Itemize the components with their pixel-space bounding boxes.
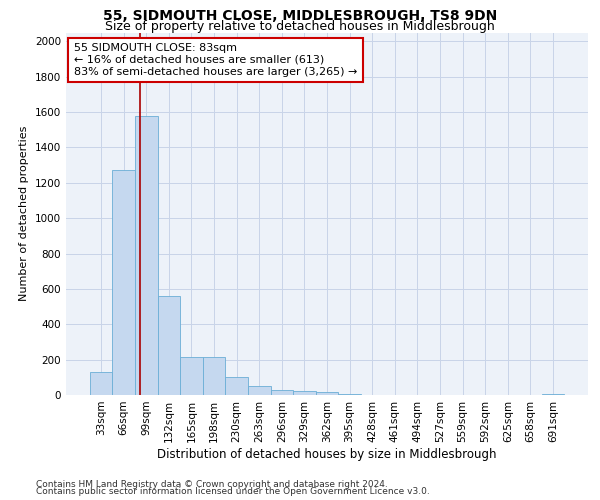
Text: 55, SIDMOUTH CLOSE, MIDDLESBROUGH, TS8 9DN: 55, SIDMOUTH CLOSE, MIDDLESBROUGH, TS8 9… bbox=[103, 9, 497, 23]
Bar bbox=[180, 357, 203, 395]
Bar bbox=[248, 386, 271, 395]
Bar bbox=[542, 394, 564, 395]
Bar bbox=[158, 296, 180, 395]
Text: Contains public sector information licensed under the Open Government Licence v3: Contains public sector information licen… bbox=[36, 487, 430, 496]
Bar bbox=[293, 392, 316, 395]
Bar bbox=[226, 378, 248, 395]
Text: Contains HM Land Registry data © Crown copyright and database right 2024.: Contains HM Land Registry data © Crown c… bbox=[36, 480, 388, 489]
Bar bbox=[316, 392, 338, 395]
Text: 55 SIDMOUTH CLOSE: 83sqm
← 16% of detached houses are smaller (613)
83% of semi-: 55 SIDMOUTH CLOSE: 83sqm ← 16% of detach… bbox=[74, 44, 357, 76]
Bar bbox=[90, 372, 112, 395]
Bar bbox=[338, 394, 361, 395]
Y-axis label: Number of detached properties: Number of detached properties bbox=[19, 126, 29, 302]
Bar bbox=[203, 357, 226, 395]
X-axis label: Distribution of detached houses by size in Middlesbrough: Distribution of detached houses by size … bbox=[157, 448, 497, 460]
Bar bbox=[135, 116, 158, 395]
Text: Size of property relative to detached houses in Middlesbrough: Size of property relative to detached ho… bbox=[105, 20, 495, 33]
Bar bbox=[271, 390, 293, 395]
Bar bbox=[112, 170, 135, 395]
